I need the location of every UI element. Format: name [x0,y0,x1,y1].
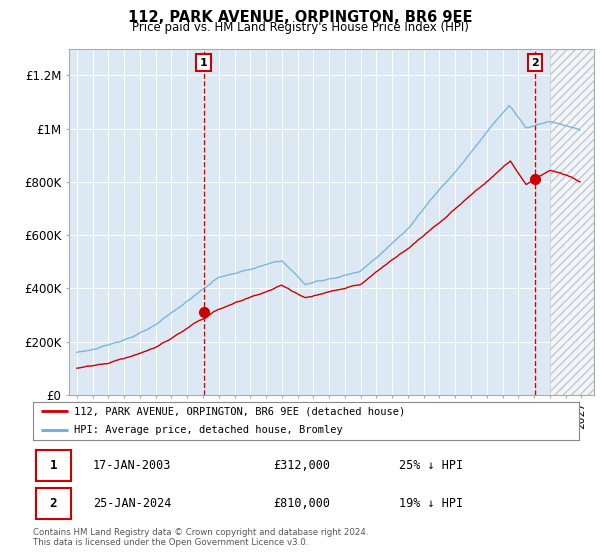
FancyBboxPatch shape [36,488,71,519]
Text: 19% ↓ HPI: 19% ↓ HPI [399,497,463,510]
Text: 112, PARK AVENUE, ORPINGTON, BR6 9EE: 112, PARK AVENUE, ORPINGTON, BR6 9EE [128,10,472,25]
Text: Contains HM Land Registry data © Crown copyright and database right 2024.
This d: Contains HM Land Registry data © Crown c… [33,528,368,547]
Text: HPI: Average price, detached house, Bromley: HPI: Average price, detached house, Brom… [74,425,343,435]
Text: 1: 1 [50,459,57,472]
Text: 25-JAN-2024: 25-JAN-2024 [93,497,172,510]
Text: £810,000: £810,000 [273,497,330,510]
Text: 2: 2 [50,497,57,510]
Text: 112, PARK AVENUE, ORPINGTON, BR6 9EE (detached house): 112, PARK AVENUE, ORPINGTON, BR6 9EE (de… [74,406,405,416]
Text: 25% ↓ HPI: 25% ↓ HPI [399,459,463,472]
Text: 1: 1 [200,58,208,68]
FancyBboxPatch shape [36,450,71,481]
Text: 17-JAN-2003: 17-JAN-2003 [93,459,172,472]
Text: £312,000: £312,000 [273,459,330,472]
Text: 2: 2 [532,58,539,68]
Text: Price paid vs. HM Land Registry's House Price Index (HPI): Price paid vs. HM Land Registry's House … [131,21,469,34]
